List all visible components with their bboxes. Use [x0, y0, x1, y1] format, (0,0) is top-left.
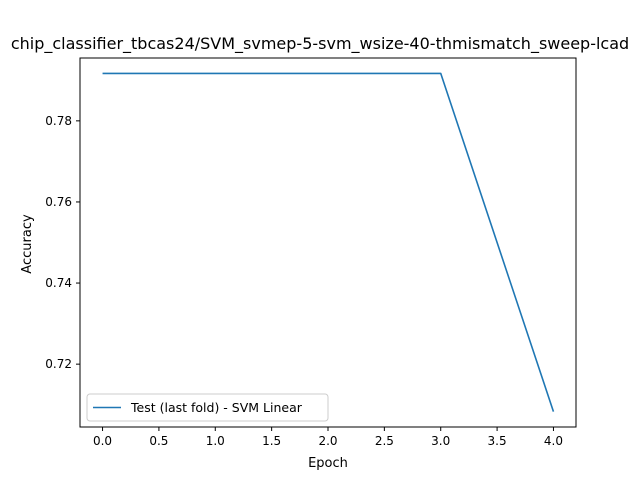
legend-label: Test (last fold) - SVM Linear: [130, 400, 303, 415]
x-axis-label: Epoch: [308, 456, 348, 471]
y-tick-label: 0.72: [45, 357, 72, 371]
x-tick-label: 0.5: [149, 434, 168, 448]
series-line-0: [102, 72, 555, 412]
chart-title: chip_classifier_tbcas24/SVM_svmep-5-svm_…: [11, 34, 629, 54]
y-tick-label: 0.78: [45, 114, 72, 128]
x-tick-label: 3.0: [431, 434, 450, 448]
y-tick-label: 0.76: [45, 195, 72, 209]
y-axis: 0.72 0.74 0.76 0.78: [45, 114, 80, 371]
x-tick-label: 2.5: [375, 434, 394, 448]
x-tick-label: 3.5: [488, 434, 507, 448]
y-axis-label: Accuracy: [20, 214, 35, 274]
x-tick-label: 1.0: [206, 434, 225, 448]
x-axis: 0.0 0.5 1.0 1.5 2.0 2.5 3.0 3.5 4.0: [93, 427, 563, 448]
x-tick-label: 4.0: [544, 434, 563, 448]
legend: Test (last fold) - SVM Linear: [86, 393, 329, 422]
legend-box: [86, 393, 329, 422]
x-tick-label: 2.0: [318, 434, 337, 448]
y-tick-label: 0.74: [45, 276, 72, 290]
x-tick-label: 0.0: [93, 434, 112, 448]
x-tick-label: 1.5: [262, 434, 281, 448]
